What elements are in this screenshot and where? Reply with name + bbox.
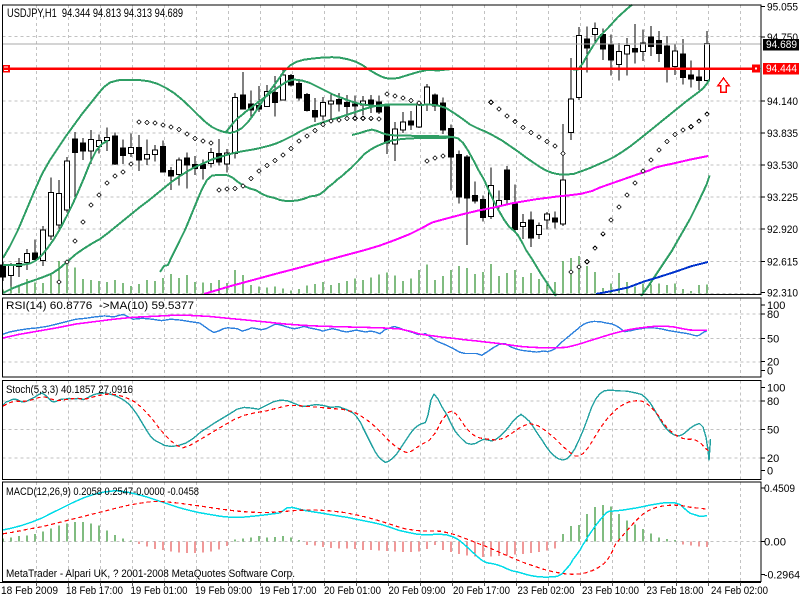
- svg-text:23 Feb 18:00: 23 Feb 18:00: [647, 585, 704, 597]
- svg-text:94.140: 94.140: [767, 96, 798, 108]
- svg-text:18 Feb 2009: 18 Feb 2009: [1, 585, 58, 597]
- svg-text:MACD(12,26,9) 0.2058 0.2547-0.: MACD(12,26,9) 0.2058 0.2547-0.0000 -0.04…: [6, 486, 199, 498]
- svg-text:93.225: 93.225: [767, 192, 798, 204]
- svg-text:19 Feb 01:00: 19 Feb 01:00: [131, 585, 188, 597]
- svg-text:20 Feb 01:00: 20 Feb 01:00: [324, 585, 381, 597]
- svg-text:20: 20: [767, 357, 779, 369]
- svg-text:Stoch(5,3,3) 40.1857 27.0916: Stoch(5,3,3) 40.1857 27.0916: [6, 384, 133, 396]
- svg-text:80: 80: [767, 396, 779, 408]
- svg-text:MetaTrader - Alpari UK, ? 2001: MetaTrader - Alpari UK, ? 2001-2008 Meta…: [6, 568, 295, 580]
- svg-text:19 Feb 09:00: 19 Feb 09:00: [195, 585, 252, 597]
- svg-text:94.689: 94.689: [766, 39, 797, 51]
- svg-text:93.835: 93.835: [767, 128, 798, 140]
- svg-text:24 Feb 02:00: 24 Feb 02:00: [711, 585, 768, 597]
- svg-text:50: 50: [767, 424, 779, 436]
- svg-text:0.4509: 0.4509: [764, 483, 795, 495]
- svg-text:-0.2964: -0.2964: [764, 570, 800, 582]
- svg-text:23 Feb 10:00: 23 Feb 10:00: [582, 585, 639, 597]
- svg-text:19 Feb 17:00: 19 Feb 17:00: [260, 585, 317, 597]
- svg-text:92.310: 92.310: [767, 288, 798, 300]
- svg-text:20 Feb 17:00: 20 Feb 17:00: [453, 585, 510, 597]
- svg-text:0: 0: [767, 466, 773, 478]
- svg-text:94.444: 94.444: [766, 63, 797, 75]
- svg-text:80: 80: [767, 309, 779, 321]
- svg-text:92.615: 92.615: [767, 256, 798, 268]
- svg-text:50: 50: [767, 334, 779, 346]
- svg-text:100: 100: [767, 300, 785, 312]
- svg-text:0.00: 0.00: [764, 536, 786, 548]
- svg-text:0: 0: [767, 366, 773, 378]
- svg-text:20 Feb 09:00: 20 Feb 09:00: [389, 585, 446, 597]
- svg-text:100: 100: [767, 383, 785, 395]
- svg-text:95.055: 95.055: [767, 2, 798, 14]
- svg-text:92.920: 92.920: [767, 224, 798, 236]
- svg-text:RSI(14) 60.8776 ->MA(10) 59.5: RSI(14) 60.8776 ->MA(10) 59.5377: [6, 300, 194, 312]
- svg-text:93.530: 93.530: [767, 160, 798, 172]
- svg-text:23 Feb 02:00: 23 Feb 02:00: [518, 585, 575, 597]
- svg-text:20: 20: [767, 453, 779, 465]
- svg-text:USDJPY,H1 94.344 94.813 94.31: USDJPY,H1 94.344 94.813 94.313 94.689: [7, 6, 183, 20]
- svg-text:18 Feb 17:00: 18 Feb 17:00: [66, 585, 123, 597]
